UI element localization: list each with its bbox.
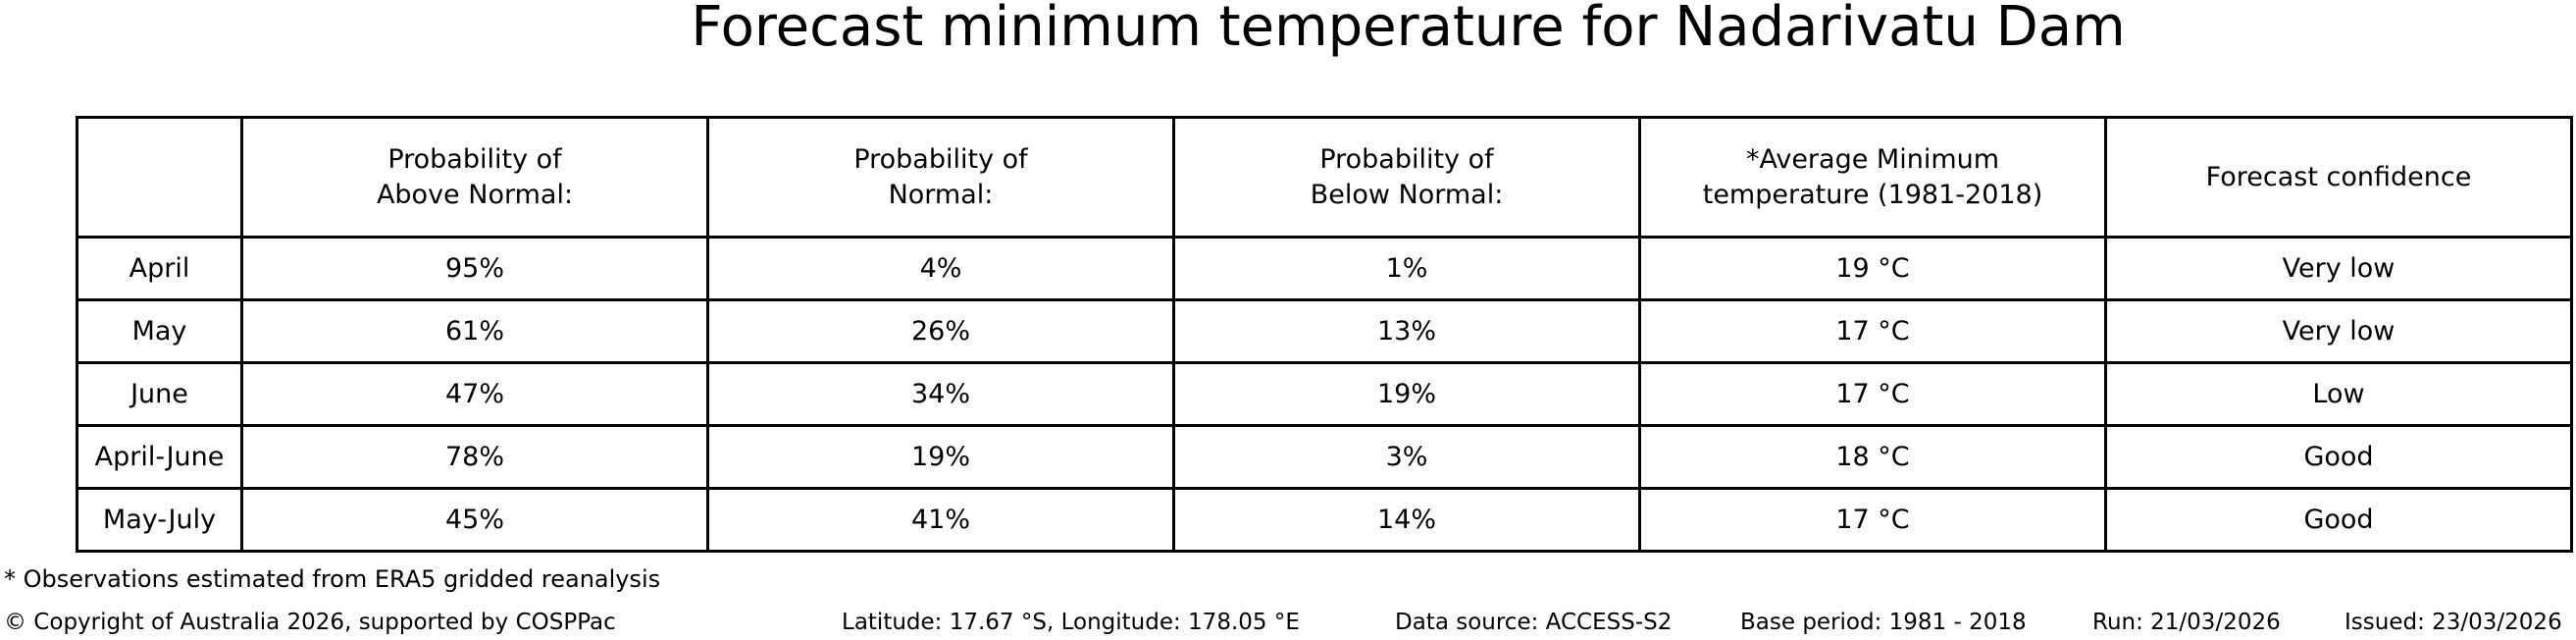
- row-label: April: [76, 236, 243, 301]
- col-header-avg-min-temp: *Average Minimum temperature (1981-2018): [1638, 116, 2107, 239]
- cell-above-normal: 78%: [240, 424, 709, 490]
- cell-below-normal: 14%: [1172, 487, 1641, 553]
- observations-footnote: * Observations estimated from ERA5 gridd…: [4, 565, 661, 593]
- corner-cell: [76, 116, 243, 239]
- table-row-may: May 61% 26% 13% 17 °C Very low: [76, 298, 2573, 364]
- forecast-table: Probability of Above Normal: Probability…: [76, 116, 2573, 553]
- cell-below-normal: 19%: [1172, 361, 1641, 427]
- row-label: May-July: [76, 487, 243, 553]
- cell-forecast-confidence: Good: [2104, 424, 2573, 490]
- row-label: April-June: [76, 424, 243, 490]
- col-header-below-normal: Probability of Below Normal:: [1172, 116, 1641, 239]
- cell-forecast-confidence: Very low: [2104, 298, 2573, 364]
- table-header-row: Probability of Above Normal: Probability…: [76, 116, 2573, 239]
- copyright-text: © Copyright of Australia 2026, supported…: [4, 610, 616, 635]
- issued-date-text: Issued: 23/03/2026: [2344, 610, 2562, 635]
- cell-forecast-confidence: Very low: [2104, 236, 2573, 301]
- cell-normal: 4%: [706, 236, 1175, 301]
- cell-forecast-confidence: Good: [2104, 487, 2573, 553]
- cell-above-normal: 45%: [240, 487, 709, 553]
- data-source-text: Data source: ACCESS-S2: [1395, 610, 1673, 635]
- cell-avg-min-temp: 19 °C: [1638, 236, 2107, 301]
- cell-below-normal: 1%: [1172, 236, 1641, 301]
- table-row-april: April 95% 4% 1% 19 °C Very low: [76, 236, 2573, 301]
- cell-forecast-confidence: Low: [2104, 361, 2573, 427]
- col-header-normal: Probability of Normal:: [706, 116, 1175, 239]
- cell-above-normal: 61%: [240, 298, 709, 364]
- cell-above-normal: 47%: [240, 361, 709, 427]
- cell-normal: 26%: [706, 298, 1175, 364]
- cell-normal: 34%: [706, 361, 1175, 427]
- cell-normal: 19%: [706, 424, 1175, 490]
- lat-long-text: Latitude: 17.67 °S, Longitude: 178.05 °E: [842, 610, 1300, 635]
- cell-avg-min-temp: 18 °C: [1638, 424, 2107, 490]
- cell-avg-min-temp: 17 °C: [1638, 487, 2107, 553]
- col-header-forecast-confidence: Forecast confidence: [2104, 116, 2573, 239]
- cell-avg-min-temp: 17 °C: [1638, 361, 2107, 427]
- page-title: Forecast minimum temperature for Nadariv…: [691, 0, 2126, 59]
- row-label: May: [76, 298, 243, 364]
- row-label: June: [76, 361, 243, 427]
- base-period-text: Base period: 1981 - 2018: [1740, 610, 2027, 635]
- table-row-may-july: May-July 45% 41% 14% 17 °C Good: [76, 487, 2573, 553]
- table-row-april-june: April-June 78% 19% 3% 18 °C Good: [76, 424, 2573, 490]
- cell-below-normal: 13%: [1172, 298, 1641, 364]
- cell-avg-min-temp: 17 °C: [1638, 298, 2107, 364]
- run-date-text: Run: 21/03/2026: [2092, 610, 2281, 635]
- col-header-above-normal: Probability of Above Normal:: [240, 116, 709, 239]
- cell-above-normal: 95%: [240, 236, 709, 301]
- cell-below-normal: 3%: [1172, 424, 1641, 490]
- cell-normal: 41%: [706, 487, 1175, 553]
- table-row-june: June 47% 34% 19% 17 °C Low: [76, 361, 2573, 427]
